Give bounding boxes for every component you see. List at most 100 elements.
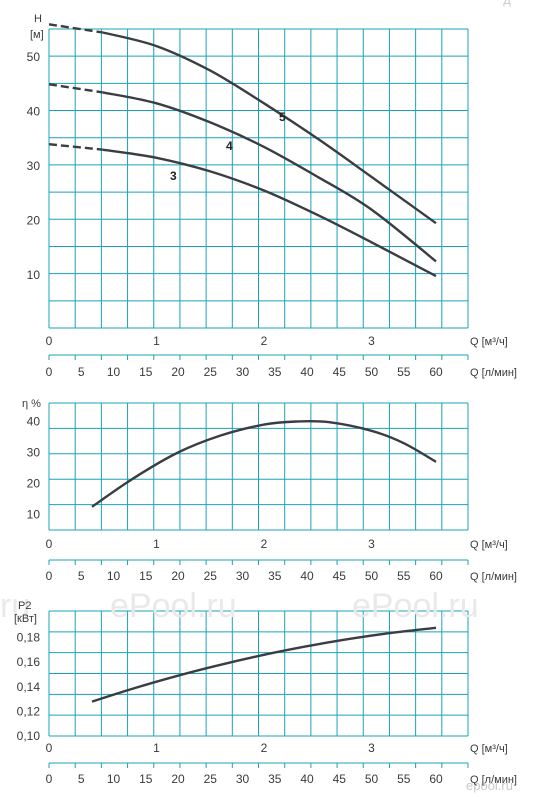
efficiency-m3h-tick-label: 0 [46,537,53,551]
head-lmin-tick-label: 60 [429,365,443,379]
head-lmin-tick-label: 25 [204,365,218,379]
power-y-ticks: 0,10 0,12 0,14 0,16 0,18 [17,631,41,743]
power-grid [48,610,469,737]
head-lmin-tick-label: 0 [46,365,53,379]
head-y-tick-label: 10 [27,268,41,282]
power-curve [91,626,437,703]
head-curve-4 [102,91,437,263]
head-y-tick-label: 50 [27,50,41,64]
efficiency-y-tick-label: 30 [27,446,41,460]
head-curve-4-dashed [48,83,103,94]
head-lmin-tick-label: 35 [268,365,282,379]
efficiency-y-tick-label: 40 [27,415,41,429]
efficiency-axis-label: η % [22,398,41,410]
power-m3h-tick-label: 3 [368,741,375,755]
head-lmin-tick-label: 10 [107,365,121,379]
efficiency-lmin-tick-label: 45 [333,569,347,583]
head-m3h-unit: Q [м³/ч] [470,336,508,348]
power-y-tick-label: 0,14 [17,680,41,694]
head-curve-3-dashed [48,143,103,151]
head-y-tick-label: 20 [27,214,41,228]
power-lmin-unit: Q [л/мин] [470,774,517,786]
head-y-tick-label: 30 [27,159,41,173]
efficiency-lmin-tick-label: 30 [236,569,250,583]
power-lmin-tick-label: 40 [300,772,314,786]
power-y-tick-label: 0,12 [17,704,41,718]
head-y-tick-label: 40 [27,105,41,119]
head-m3h-tick-label: 2 [261,334,268,348]
power-m3h-tick-label: 2 [261,741,268,755]
head-axis-label: H [34,13,42,25]
power-lmin-tick-label: 15 [139,772,153,786]
power-lmin-tick-label: 30 [236,772,250,786]
power-lmin-tick-label: 35 [268,772,282,786]
efficiency-grid [48,402,469,531]
head-grid [48,28,469,329]
efficiency-lmin-tick-label: 35 [268,569,282,583]
efficiency-curve [91,419,437,508]
head-curve-label-3: 3 [170,169,177,183]
efficiency-y-ticks: 10 20 30 40 [27,415,41,522]
power-lmin-tick-label: 55 [397,772,411,786]
grid-layer [48,28,469,737]
power-y-tick-label: 0,18 [17,631,41,645]
head-lmin-tick-label: 45 [333,365,347,379]
power-y-tick-label: 0,10 [17,729,41,743]
power-curves [91,626,437,703]
efficiency-lmin-tick-label: 0 [46,569,53,583]
power-axis-label: P2 [18,600,31,612]
head-lmin-unit: Q [л/мин] [470,367,517,379]
watermark-top-fragment: д [503,0,511,7]
watermark-corner: epool.ru [466,778,513,793]
head-y-ticks: 10 20 30 40 50 [27,50,41,282]
head-curve-label-5: 5 [279,110,286,124]
head-curve-5-dashed [48,23,103,34]
power-lmin-tick-label: 50 [365,772,379,786]
efficiency-y-tick-label: 20 [27,477,41,491]
watermark-left-fragment: ru [0,587,30,625]
power-lmin-tick-label: 10 [107,772,121,786]
head-curve-5 [102,31,437,225]
efficiency-lmin-tick-label: 5 [78,569,85,583]
head-curves [48,23,437,278]
head-lmin-tick-label: 5 [78,365,85,379]
watermark-left: ePool.ru [110,587,237,625]
head-lmin-tick-label: 40 [300,365,314,379]
watermark-right: ePool.ru [352,587,479,625]
efficiency-lmin-tick-label: 15 [139,569,153,583]
head-lmin-tick-label: 15 [139,365,153,379]
head-m3h-tick-label: 0 [46,334,53,348]
head-lmin-tick-label: 20 [171,365,185,379]
power-lmin-tick-label: 0 [46,772,53,786]
efficiency-m3h-unit: Q [м³/ч] [470,539,508,551]
efficiency-lmin-tick-label: 10 [107,569,121,583]
efficiency-lmin-tick-label: 25 [204,569,218,583]
head-chart: H [м] 10 20 30 40 50 5 4 3 [27,13,437,282]
power-m3h-tick-label: 1 [153,741,160,755]
head-curve-label-4: 4 [226,139,233,153]
efficiency-lmin-tick-label: 20 [171,569,185,583]
head-lmin-tick-label: 50 [365,365,379,379]
power-lmin-tick-label: 45 [333,772,347,786]
power-chart: P2 [кВт] 0,10 0,12 0,14 0,16 0,18 [14,600,437,743]
power-lmin-tick-label: 5 [78,772,85,786]
efficiency-lmin-unit: Q [л/мин] [470,571,517,583]
power-lmin-tick-label: 25 [204,772,218,786]
power-y-tick-label: 0,16 [17,655,41,669]
power-m3h-unit: Q [м³/ч] [470,743,508,755]
head-m3h-tick-label: 3 [368,334,375,348]
efficiency-lmin-tick-label: 40 [300,569,314,583]
head-curve-3 [102,148,437,278]
efficiency-lmin-tick-label: 60 [429,569,443,583]
efficiency-m3h-tick-label: 3 [368,537,375,551]
head-lmin-tick-label: 55 [397,365,411,379]
head-lmin-tick-label: 30 [236,365,250,379]
power-axis-unit: [кВт] [14,613,37,625]
efficiency-lmin-tick-label: 50 [365,569,379,583]
efficiency-y-tick-label: 10 [27,508,41,522]
efficiency-lmin-tick-label: 55 [397,569,411,583]
power-m3h-tick-label: 0 [46,741,53,755]
power-lmin-tick-label: 60 [429,772,443,786]
